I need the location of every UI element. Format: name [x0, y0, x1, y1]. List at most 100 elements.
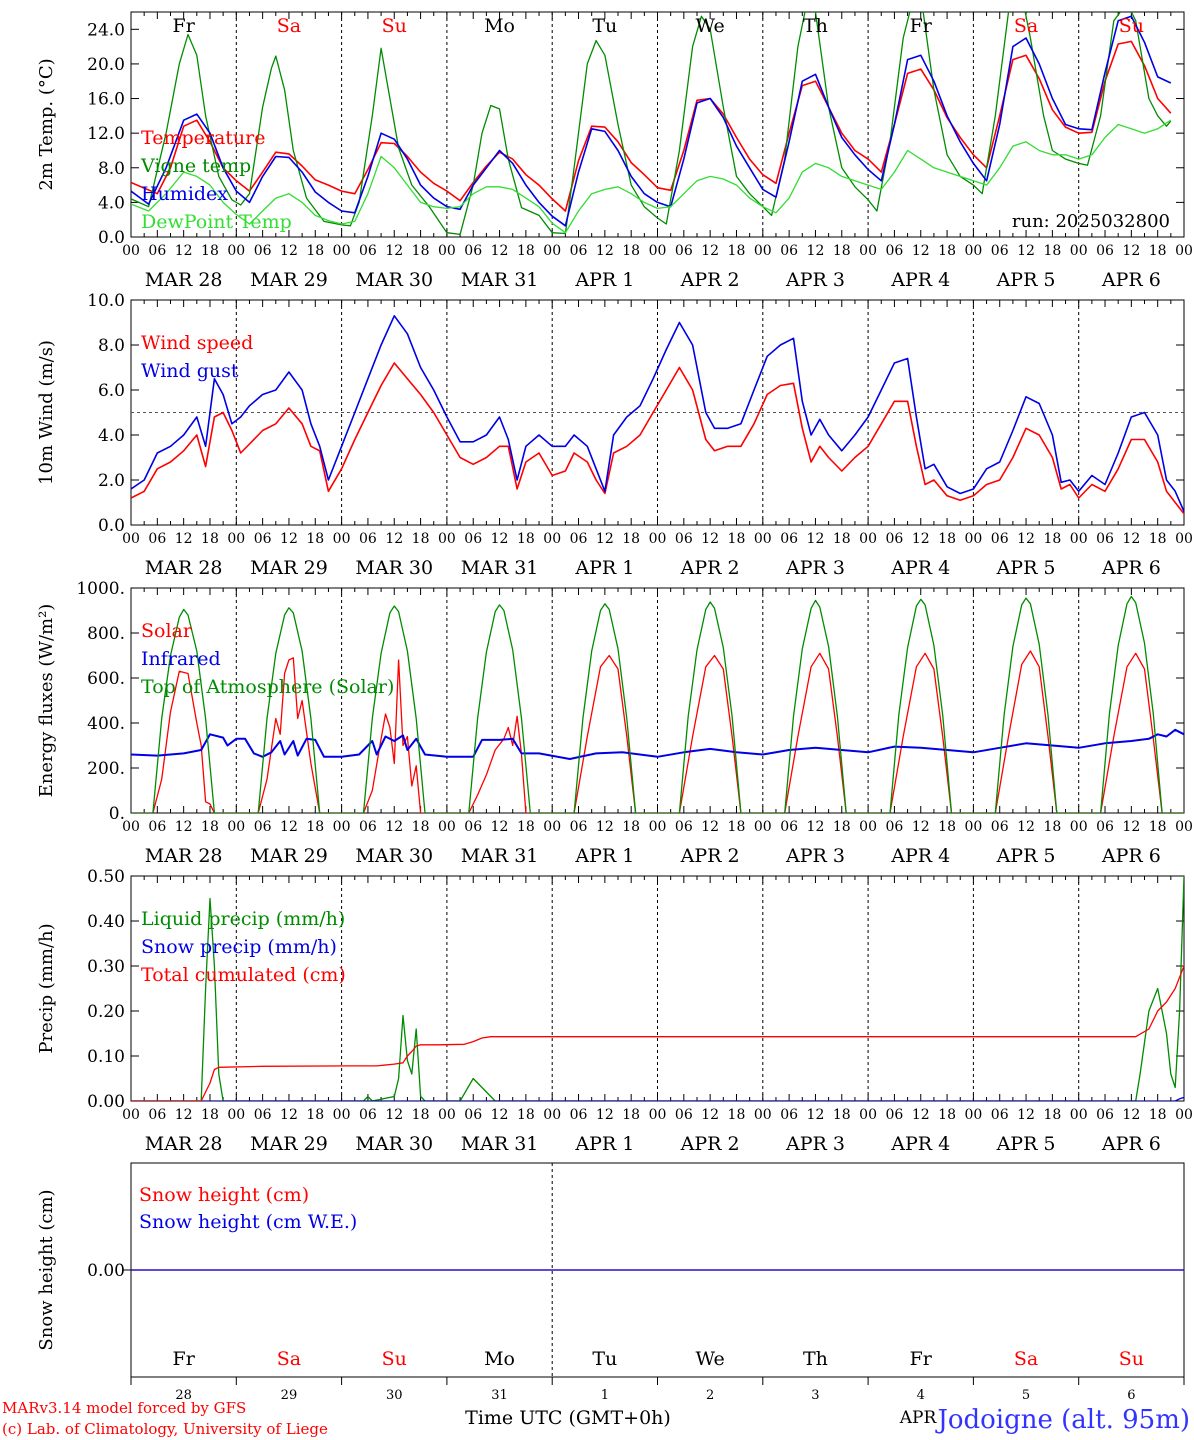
hour-label: 12	[175, 243, 193, 259]
hour-label: 00	[1175, 531, 1193, 547]
panel-energy: 0. 200. 400. 600. 800. 1000. Energy fluxes (W/…	[36, 579, 1193, 867]
hour-label: 12	[912, 1107, 930, 1123]
hour-label: 00	[543, 819, 561, 835]
hour-label: 18	[728, 243, 746, 259]
hour-label: 00	[859, 531, 877, 547]
hour-label: 12	[596, 531, 614, 547]
hour-label: 06	[780, 1107, 798, 1123]
weekday-label: Th	[803, 1348, 828, 1370]
hour-label: 00	[1070, 243, 1088, 259]
date-label: APR 4	[890, 845, 950, 867]
hour-label: 12	[491, 531, 509, 547]
day-number-label: 2	[706, 1388, 714, 1403]
day-number-label: 3	[811, 1388, 819, 1403]
date-label: MAR 29	[250, 1133, 328, 1155]
hour-label: 00	[964, 1107, 982, 1123]
hour-label: 06	[675, 243, 693, 259]
hour-label: 12	[701, 1107, 719, 1123]
y-tick-label: 8.0	[98, 159, 125, 179]
hour-label: 12	[807, 243, 825, 259]
hour-label: 06	[570, 1107, 588, 1123]
hour-label: 18	[1149, 531, 1167, 547]
hour-label: 06	[886, 1107, 904, 1123]
hour-label: 18	[201, 819, 219, 835]
y-axis-label: 2m Temp. (°C)	[36, 58, 57, 190]
hour-label: 18	[833, 819, 851, 835]
legend-entry: Humidex	[141, 183, 228, 205]
hour-label: 00	[122, 1107, 140, 1123]
hour-label: 18	[306, 1107, 324, 1123]
hour-label: 12	[280, 1107, 298, 1123]
date-label: APR 6	[1101, 557, 1161, 579]
y-tick-label: 0.00	[87, 1261, 125, 1281]
hour-label: 18	[833, 1107, 851, 1123]
legend-entry: Total cumulated (cm)	[141, 964, 346, 986]
hour-label: 00	[964, 531, 982, 547]
hour-label: 18	[728, 819, 746, 835]
y-tick-label: 0.	[109, 804, 125, 824]
hour-label: 12	[175, 1107, 193, 1123]
hour-label: 12	[701, 243, 719, 259]
date-label: APR 3	[785, 845, 845, 867]
y-tick-label: 6.0	[98, 381, 125, 401]
hour-label: 12	[280, 243, 298, 259]
hour-label: 00	[122, 531, 140, 547]
y-tick-label: 0.20	[87, 1002, 125, 1022]
hour-label: 00	[859, 243, 877, 259]
y-tick-label: 0.40	[87, 912, 125, 932]
y-tick-label: 0.30	[87, 957, 125, 977]
hour-label: 12	[491, 243, 509, 259]
hour-label: 06	[359, 531, 377, 547]
date-label: MAR 29	[250, 845, 328, 867]
date-label: APR 3	[785, 1133, 845, 1155]
hour-label: 00	[964, 243, 982, 259]
hour-label: 06	[991, 819, 1009, 835]
day-number-label: 29	[281, 1388, 298, 1403]
hour-label: 06	[570, 531, 588, 547]
hour-label: 12	[1017, 819, 1035, 835]
hour-label: 06	[780, 531, 798, 547]
date-label: APR 3	[785, 557, 845, 579]
date-label: MAR 31	[461, 269, 539, 291]
y-tick-label: 0.00	[87, 1092, 125, 1112]
panel-precip: 0.00 0.10 0.20 0.30 0.40 0.50 Precip (mm/h) Liq…	[36, 867, 1193, 1155]
date-label: MAR 30	[355, 845, 433, 867]
weekday-label: Sa	[277, 1348, 301, 1370]
hour-label: 06	[675, 1107, 693, 1123]
series-group	[131, 595, 1184, 813]
series-line-total-cumulated-cm-	[131, 963, 1184, 1101]
hour-label: 06	[675, 531, 693, 547]
hour-label: 12	[807, 819, 825, 835]
hour-label: 00	[543, 1107, 561, 1123]
hour-label: 06	[991, 243, 1009, 259]
date-label: APR 5	[996, 269, 1056, 291]
hour-label: 06	[1096, 531, 1114, 547]
hour-label: 00	[438, 243, 456, 259]
date-label: APR 1	[574, 557, 634, 579]
weekday-label: Sa	[1014, 1348, 1038, 1370]
hour-label: 18	[517, 531, 535, 547]
hour-label: 18	[201, 243, 219, 259]
hour-label: 12	[175, 531, 193, 547]
date-label: APR 3	[785, 269, 845, 291]
hour-label: 12	[807, 531, 825, 547]
hour-label: 06	[148, 243, 166, 259]
hour-label: 06	[254, 1107, 272, 1123]
hour-label: 18	[517, 243, 535, 259]
y-axis-label: Precip (mm/h)	[36, 923, 57, 1053]
y-tick-label: 400.	[87, 714, 125, 734]
day-number-label: 6	[1127, 1388, 1135, 1403]
weekday-label: Fr	[173, 15, 196, 37]
weekday-label: Fr	[173, 1348, 196, 1370]
hour-label: 00	[333, 243, 351, 259]
date-label: APR 4	[890, 269, 950, 291]
hour-label: 12	[596, 243, 614, 259]
date-label: APR 2	[680, 557, 740, 579]
day-number-label: 31	[491, 1388, 508, 1403]
series-line-top-of-atmosphere-solar-	[131, 595, 1184, 813]
weekday-label: Sa	[277, 15, 301, 37]
hour-label: 18	[306, 819, 324, 835]
hour-label: 12	[912, 243, 930, 259]
day-number-label: 4	[917, 1388, 925, 1403]
date-label: MAR 30	[355, 557, 433, 579]
